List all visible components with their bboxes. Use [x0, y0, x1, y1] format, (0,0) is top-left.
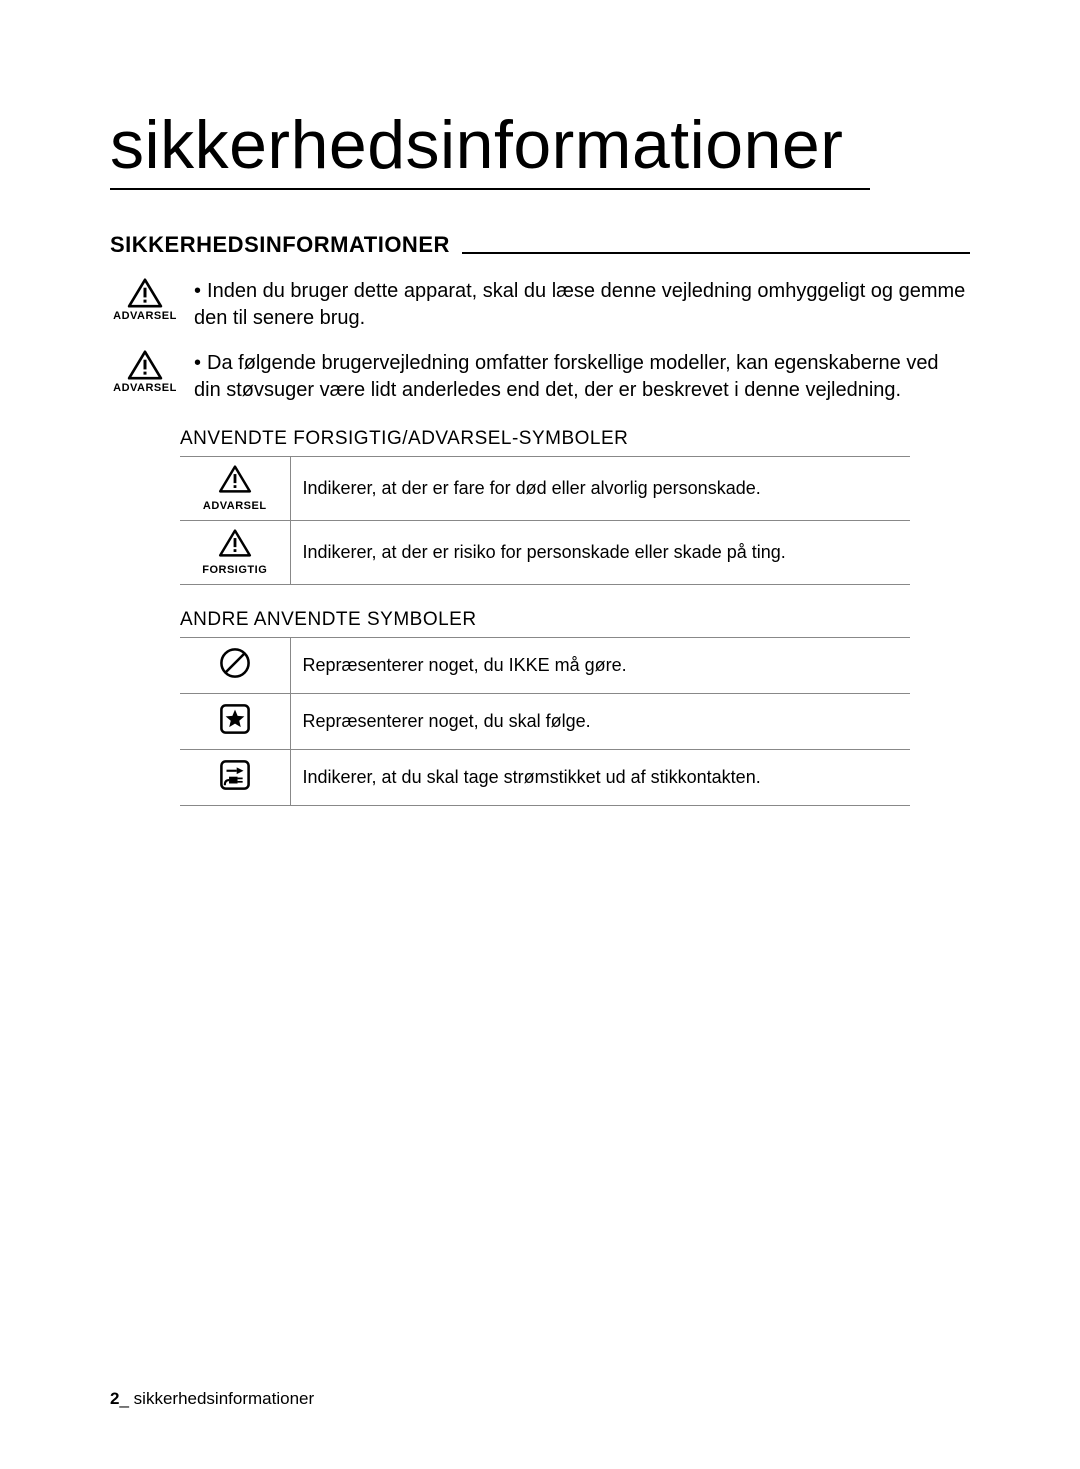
warning-note: ADVARSEL •Da følgende brugervejledning o…	[110, 350, 970, 404]
page-title: sikkerhedsinformationer	[110, 110, 870, 188]
warning-triangle-icon	[218, 465, 252, 493]
bullet-icon: •	[194, 280, 201, 302]
symbol-description: Indikerer, at der er risiko for personsk…	[290, 521, 910, 585]
symbol-description: Indikerer, at der er fare for død eller …	[290, 457, 910, 521]
table-row: FORSIGTIG Indikerer, at der er risiko fo…	[180, 521, 910, 585]
symbols-table-1: ADVARSEL Indikerer, at der er fare for d…	[180, 456, 910, 585]
warning-icon-col: ADVARSEL	[110, 278, 180, 332]
table-row: ADVARSEL Indikerer, at der er fare for d…	[180, 457, 910, 521]
warning-icon-col: ADVARSEL	[110, 350, 180, 404]
symbol-cell: FORSIGTIG	[180, 521, 290, 585]
symbol-caption: FORSIGTIG	[192, 564, 278, 576]
symbols-heading-1: ANVENDTE FORSIGTIG/ADVARSEL-SYMBOLER	[180, 428, 970, 450]
prohibit-icon	[218, 646, 252, 680]
caution-triangle-icon	[218, 529, 252, 557]
section-title-rule	[462, 252, 970, 254]
page: sikkerhedsinformationer SIKKERHEDSINFORM…	[0, 0, 1080, 1469]
table-row: Indikerer, at du skal tage strømstikket …	[180, 750, 910, 806]
warning-note-text: •Da følgende brugervejledning omfatter f…	[194, 350, 970, 404]
page-footer: 2_ sikkerhedsinformationer	[110, 1389, 314, 1409]
table-row: Repræsenterer noget, du skal følge.	[180, 694, 910, 750]
warning-note-body: Inden du bruger dette apparat, skal du l…	[194, 280, 965, 329]
symbol-cell	[180, 694, 290, 750]
warning-note: ADVARSEL •Inden du bruger dette apparat,…	[110, 278, 970, 332]
section-title: SIKKERHEDSINFORMATIONER	[110, 232, 462, 258]
symbol-cell	[180, 638, 290, 694]
warning-triangle-icon	[127, 350, 163, 380]
title-underline: sikkerhedsinformationer	[110, 110, 870, 190]
symbol-cell	[180, 750, 290, 806]
footer-sep: _	[119, 1389, 128, 1408]
table-row: Repræsenterer noget, du IKKE må gøre.	[180, 638, 910, 694]
section-title-row: SIKKERHEDSINFORMATIONER	[110, 232, 970, 258]
warning-caption: ADVARSEL	[113, 382, 177, 394]
star-box-icon	[218, 702, 252, 736]
symbol-cell: ADVARSEL	[180, 457, 290, 521]
warning-note-text: •Inden du bruger dette apparat, skal du …	[194, 278, 970, 332]
symbol-description: Indikerer, at du skal tage strømstikket …	[290, 750, 910, 806]
warning-caption: ADVARSEL	[113, 310, 177, 322]
unplug-box-icon	[218, 758, 252, 792]
symbol-caption: ADVARSEL	[192, 500, 278, 512]
symbols-table-2: Repræsenterer noget, du IKKE må gøre. Re…	[180, 637, 910, 806]
footer-label: sikkerhedsinformationer	[134, 1389, 314, 1408]
warning-triangle-icon	[127, 278, 163, 308]
symbol-description: Repræsenterer noget, du IKKE må gøre.	[290, 638, 910, 694]
symbol-description: Repræsenterer noget, du skal følge.	[290, 694, 910, 750]
warning-note-body: Da følgende brugervejledning omfatter fo…	[194, 352, 939, 401]
symbols-heading-2: ANDRE ANVENDTE SYMBOLER	[180, 609, 970, 631]
bullet-icon: •	[194, 352, 201, 374]
